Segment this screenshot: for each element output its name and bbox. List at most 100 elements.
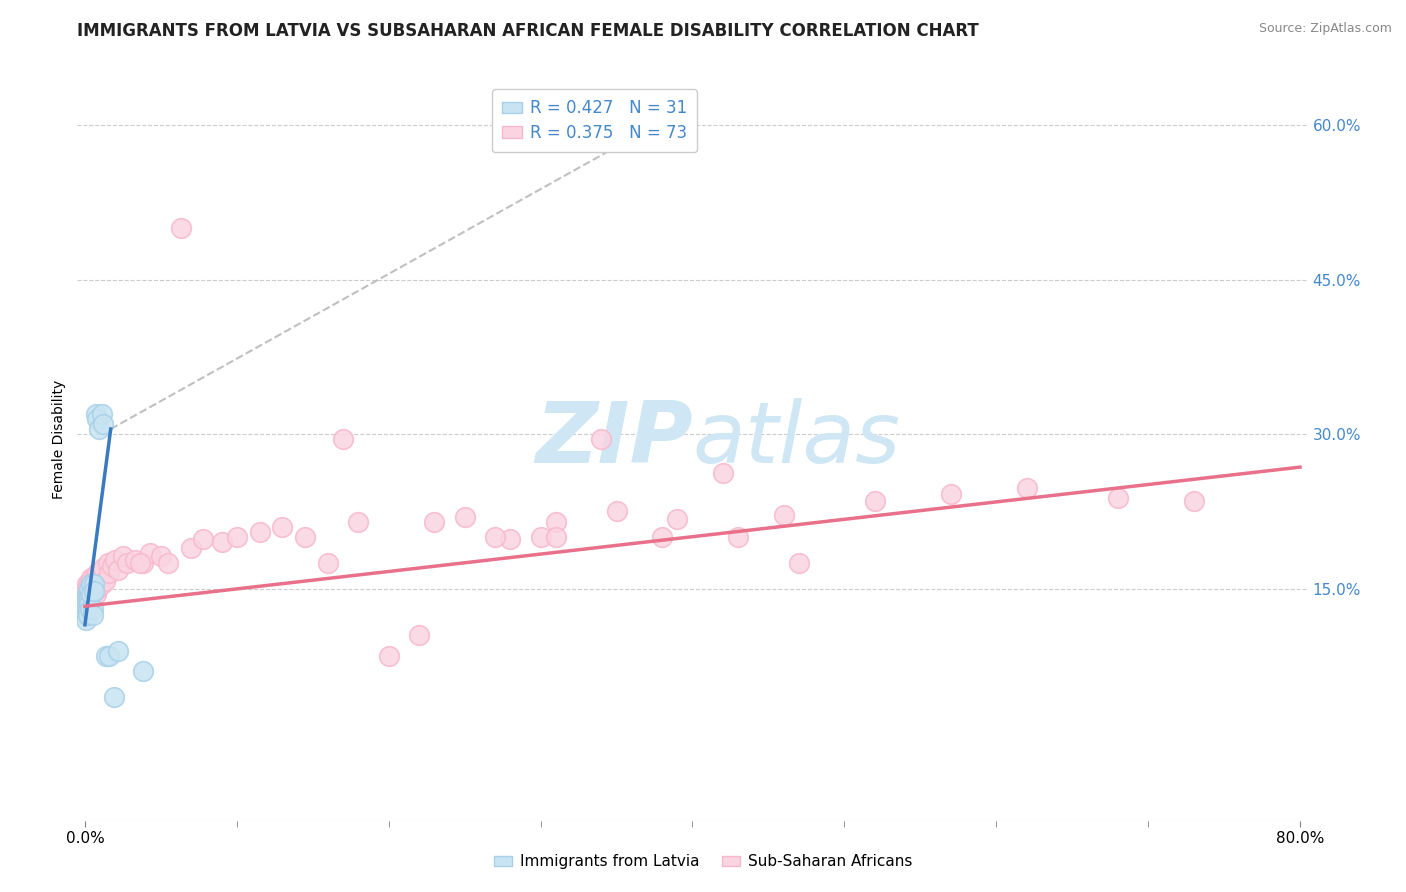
Point bbox=[316, 556, 339, 570]
Point bbox=[83, 571, 105, 585]
Point bbox=[84, 407, 107, 421]
Point bbox=[484, 530, 506, 544]
Point bbox=[149, 549, 172, 563]
Point bbox=[80, 587, 103, 601]
Point bbox=[82, 582, 104, 596]
Point bbox=[84, 587, 107, 601]
Point bbox=[75, 607, 97, 622]
Point bbox=[139, 546, 162, 560]
Point bbox=[76, 587, 98, 601]
Text: IMMIGRANTS FROM LATVIA VS SUBSAHARAN AFRICAN FEMALE DISABILITY CORRELATION CHART: IMMIGRANTS FROM LATVIA VS SUBSAHARAN AFR… bbox=[77, 22, 979, 40]
Point bbox=[544, 530, 567, 544]
Point bbox=[90, 576, 112, 591]
Point bbox=[79, 602, 101, 616]
Point bbox=[93, 574, 115, 588]
Point bbox=[271, 520, 294, 534]
Point bbox=[124, 553, 146, 567]
Point bbox=[128, 556, 150, 570]
Point bbox=[80, 576, 103, 591]
Point bbox=[89, 568, 111, 582]
Point bbox=[131, 664, 153, 678]
Point bbox=[107, 563, 129, 577]
Point bbox=[75, 597, 97, 611]
Point bbox=[79, 592, 101, 607]
Point bbox=[651, 530, 673, 544]
Point bbox=[86, 582, 108, 596]
Point bbox=[193, 533, 215, 547]
Point bbox=[80, 571, 103, 585]
Point bbox=[101, 559, 124, 574]
Point bbox=[97, 556, 120, 570]
Point bbox=[77, 582, 100, 596]
Point bbox=[939, 487, 962, 501]
Point bbox=[86, 411, 108, 425]
Point bbox=[87, 574, 110, 588]
Point bbox=[91, 417, 114, 431]
Point bbox=[79, 597, 101, 611]
Point bbox=[75, 592, 97, 607]
Point bbox=[1107, 491, 1129, 505]
Point bbox=[544, 515, 567, 529]
Text: Source: ZipAtlas.com: Source: ZipAtlas.com bbox=[1258, 22, 1392, 36]
Point bbox=[249, 524, 271, 539]
Point bbox=[211, 535, 233, 549]
Point bbox=[82, 607, 104, 622]
Point bbox=[727, 530, 749, 544]
Point bbox=[76, 576, 98, 591]
Point bbox=[591, 433, 613, 447]
Point bbox=[79, 582, 101, 596]
Point bbox=[75, 597, 97, 611]
Point bbox=[79, 587, 101, 601]
Point bbox=[225, 530, 247, 544]
Point bbox=[77, 602, 100, 616]
Text: ZIP: ZIP bbox=[534, 398, 693, 481]
Point bbox=[90, 407, 112, 421]
Point bbox=[1015, 481, 1038, 495]
Text: atlas: atlas bbox=[693, 398, 900, 481]
Point bbox=[79, 582, 101, 596]
Point bbox=[104, 553, 127, 567]
Point bbox=[111, 549, 134, 563]
Point bbox=[103, 690, 125, 704]
Point bbox=[77, 592, 100, 607]
Point bbox=[86, 566, 108, 581]
Point bbox=[529, 530, 551, 544]
Point bbox=[863, 494, 886, 508]
Point bbox=[75, 582, 97, 596]
Point bbox=[96, 648, 118, 663]
Point bbox=[1182, 494, 1205, 508]
Point bbox=[347, 515, 370, 529]
Point bbox=[294, 530, 316, 544]
Point bbox=[82, 602, 104, 616]
Point bbox=[75, 613, 97, 627]
Legend: R = 0.427   N = 31, R = 0.375   N = 73: R = 0.427 N = 31, R = 0.375 N = 73 bbox=[492, 89, 697, 152]
Point bbox=[711, 467, 734, 481]
Point bbox=[423, 515, 446, 529]
Point bbox=[75, 602, 97, 616]
Point bbox=[107, 643, 129, 657]
Point bbox=[80, 582, 103, 596]
Point bbox=[83, 576, 105, 591]
Point bbox=[332, 433, 354, 447]
Point bbox=[76, 592, 98, 607]
Point bbox=[77, 587, 100, 601]
Point bbox=[82, 576, 104, 591]
Point bbox=[77, 597, 100, 611]
Point bbox=[131, 556, 153, 570]
Point bbox=[91, 561, 114, 575]
Point bbox=[408, 628, 430, 642]
Point bbox=[157, 556, 180, 570]
Point bbox=[117, 556, 139, 570]
Point bbox=[75, 587, 97, 601]
Point bbox=[83, 583, 105, 598]
Point bbox=[83, 582, 105, 596]
Point bbox=[79, 592, 101, 607]
Point bbox=[82, 587, 104, 601]
Point bbox=[98, 648, 121, 663]
Point bbox=[605, 504, 627, 518]
Point bbox=[453, 509, 475, 524]
Point bbox=[98, 566, 121, 581]
Point bbox=[772, 508, 794, 522]
Point bbox=[77, 607, 100, 622]
Legend: Immigrants from Latvia, Sub-Saharan Africans: Immigrants from Latvia, Sub-Saharan Afri… bbox=[488, 848, 918, 875]
